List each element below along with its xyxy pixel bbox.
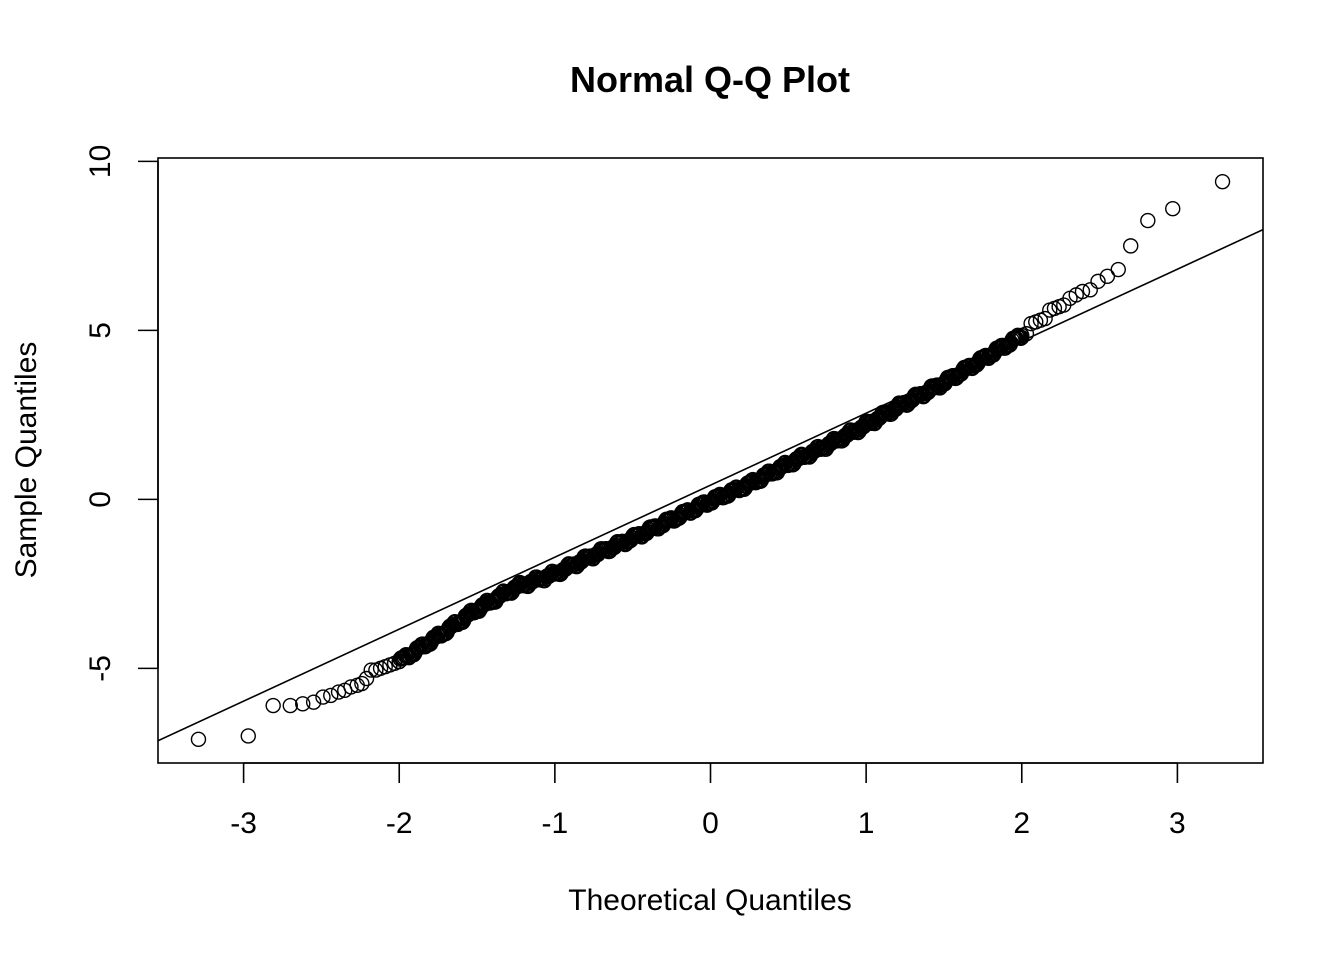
data-point xyxy=(959,360,975,376)
data-point xyxy=(1140,212,1156,229)
data-point xyxy=(295,696,311,712)
y-tick-label: -5 xyxy=(84,655,117,682)
x-tick-label: 3 xyxy=(1169,807,1186,840)
y-tick-label: 0 xyxy=(84,491,117,508)
data-point xyxy=(1110,261,1126,278)
data-point xyxy=(1018,326,1035,342)
data-point xyxy=(315,689,331,705)
x-axis: -3 -2 -1 0 1 2 3 xyxy=(230,762,1186,840)
data-point xyxy=(1165,200,1181,217)
chart-title: Normal Q-Q Plot xyxy=(570,59,850,100)
data-point xyxy=(1090,273,1106,290)
data-point xyxy=(563,558,580,574)
x-tick-label: -2 xyxy=(386,807,413,840)
data-point xyxy=(1037,310,1053,327)
y-tick-label: 10 xyxy=(84,145,117,178)
data-point xyxy=(265,697,281,714)
x-tick-label: 1 xyxy=(858,807,875,840)
y-tick-label: 5 xyxy=(84,322,117,339)
data-point xyxy=(354,675,370,692)
y-axis-label: Sample Quantiles xyxy=(10,342,43,579)
data-point xyxy=(391,653,407,670)
x-tick-label: 0 xyxy=(702,807,719,840)
data-point xyxy=(1123,238,1139,254)
plot-frame xyxy=(157,157,1264,764)
data-point xyxy=(343,679,359,695)
x-tick-label: -3 xyxy=(230,807,257,840)
reference-line xyxy=(158,228,1263,742)
data-point xyxy=(742,475,758,491)
data-point xyxy=(190,731,207,748)
x-tick-label: 2 xyxy=(1013,807,1030,840)
data-point xyxy=(1074,283,1091,300)
x-tick-label: -1 xyxy=(542,807,569,840)
data-point xyxy=(476,597,492,613)
data-point xyxy=(363,662,379,678)
data-point xyxy=(1082,282,1098,298)
data-point xyxy=(323,687,339,704)
data-point xyxy=(305,694,322,710)
reference-line-layer xyxy=(158,228,1263,742)
data-point xyxy=(358,670,375,687)
data-points-layer xyxy=(190,173,1231,748)
data-point xyxy=(240,728,256,744)
data-point xyxy=(726,481,743,498)
y-axis: -5 0 5 10 xyxy=(84,145,159,682)
x-axis-label: Theoretical Quantiles xyxy=(568,884,851,917)
data-point xyxy=(282,697,298,714)
data-point xyxy=(1099,268,1116,284)
data-point xyxy=(1214,173,1231,190)
